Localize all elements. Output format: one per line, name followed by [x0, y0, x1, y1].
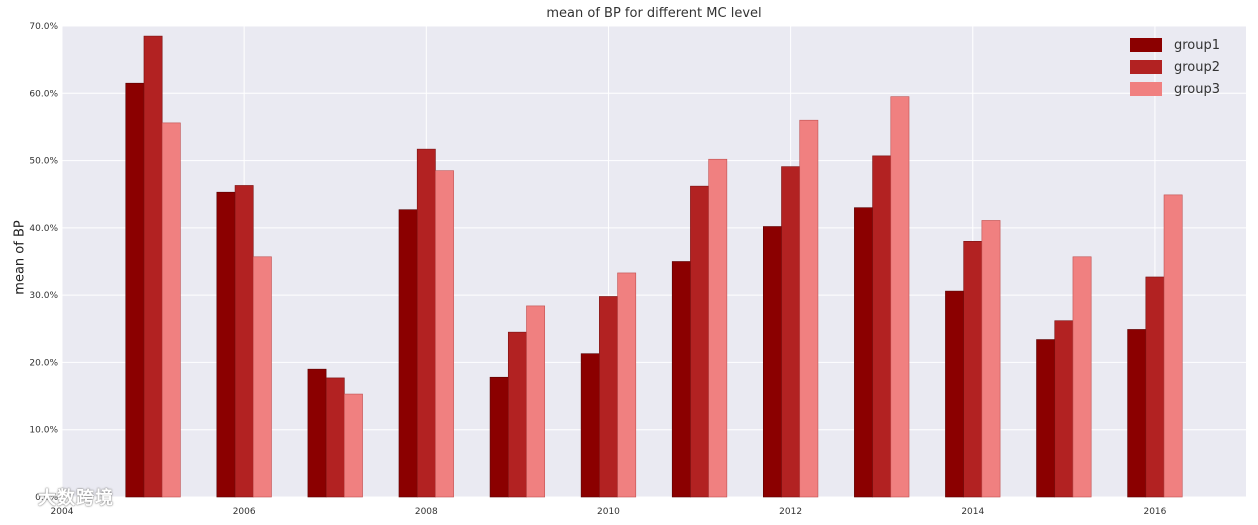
legend-label-group1: group1 [1174, 37, 1221, 53]
y-tick-label: 30.0% [29, 291, 58, 301]
legend-swatch-group2 [1130, 60, 1162, 74]
bar-group2-2011 [690, 185, 709, 498]
bar-group3-2009 [526, 305, 546, 498]
bar-group3-2008 [435, 170, 454, 498]
bar-group2-2006 [234, 185, 254, 498]
x-tick-label: 2004 [51, 507, 74, 517]
bar-group1-2016 [1127, 329, 1147, 498]
watermark: 大数跨境 [38, 488, 114, 509]
bar-group1-2007 [307, 368, 327, 498]
y-tick-label: 70.0% [29, 22, 58, 32]
x-tick-label: 2008 [415, 507, 438, 517]
bar-group3-2011 [708, 158, 728, 498]
x-tick-label: 2014 [961, 507, 984, 517]
bar-group2-2010 [599, 296, 618, 498]
x-tick-label: 2012 [779, 507, 802, 517]
bar-group1-2014 [945, 290, 964, 498]
bar-group3-2005 [161, 122, 181, 498]
bar-group3-2014 [981, 220, 1001, 498]
bar-group1-2006 [216, 191, 236, 498]
legend-item-group2: group2 [1130, 56, 1220, 78]
legend-item-group1: group1 [1130, 34, 1220, 56]
y-tick-label: 60.0% [29, 89, 58, 99]
bar-group2-2012 [781, 166, 801, 498]
bar-group3-2013 [890, 96, 910, 498]
legend-label-group2: group2 [1174, 59, 1221, 75]
bar-group3-2010 [617, 272, 637, 498]
y-axis-label: mean of BP [12, 220, 28, 295]
bar-group1-2013 [854, 207, 873, 498]
legend-item-group3: group3 [1130, 78, 1220, 100]
x-tick-label: 2016 [1143, 507, 1166, 517]
bar-group2-2014 [963, 241, 983, 498]
bar-group1-2015 [1036, 339, 1056, 498]
x-tick-label: 2006 [233, 507, 256, 517]
y-tick-label: 0.0% [35, 493, 58, 503]
bar-group1-2009 [489, 376, 509, 498]
bar-group3-2007 [344, 393, 363, 498]
legend-label-group3: group3 [1174, 81, 1221, 97]
y-tick-label: 20.0% [29, 358, 58, 368]
bar-group2-2015 [1054, 320, 1074, 498]
chart-title: mean of BP for different MC level [546, 6, 762, 21]
y-tick-label: 40.0% [29, 224, 58, 234]
y-tick-label: 50.0% [29, 157, 58, 167]
x-tick-label: 2010 [597, 507, 620, 517]
bar-group2-2007 [325, 377, 345, 498]
y-tick-label: 10.0% [29, 426, 58, 436]
bar-group2-2009 [507, 331, 527, 498]
legend: group1 group2 group3 [1130, 34, 1220, 100]
legend-swatch-group1 [1130, 38, 1162, 52]
bar-group3-2016 [1163, 194, 1183, 498]
bar-group3-2006 [252, 256, 272, 498]
bar-group3-2012 [799, 119, 819, 498]
bar-group2-2013 [872, 155, 892, 498]
bar-group1-2012 [762, 226, 782, 498]
bar-group1-2005 [125, 82, 145, 498]
bar-group2-2005 [143, 35, 163, 498]
bar-group1-2008 [398, 209, 418, 498]
legend-swatch-group3 [1130, 82, 1162, 96]
bar-group1-2011 [671, 261, 691, 498]
bar-group3-2015 [1072, 256, 1092, 498]
bar-group1-2010 [580, 353, 600, 498]
bar-group2-2016 [1145, 276, 1165, 498]
bar-group2-2008 [416, 148, 436, 498]
